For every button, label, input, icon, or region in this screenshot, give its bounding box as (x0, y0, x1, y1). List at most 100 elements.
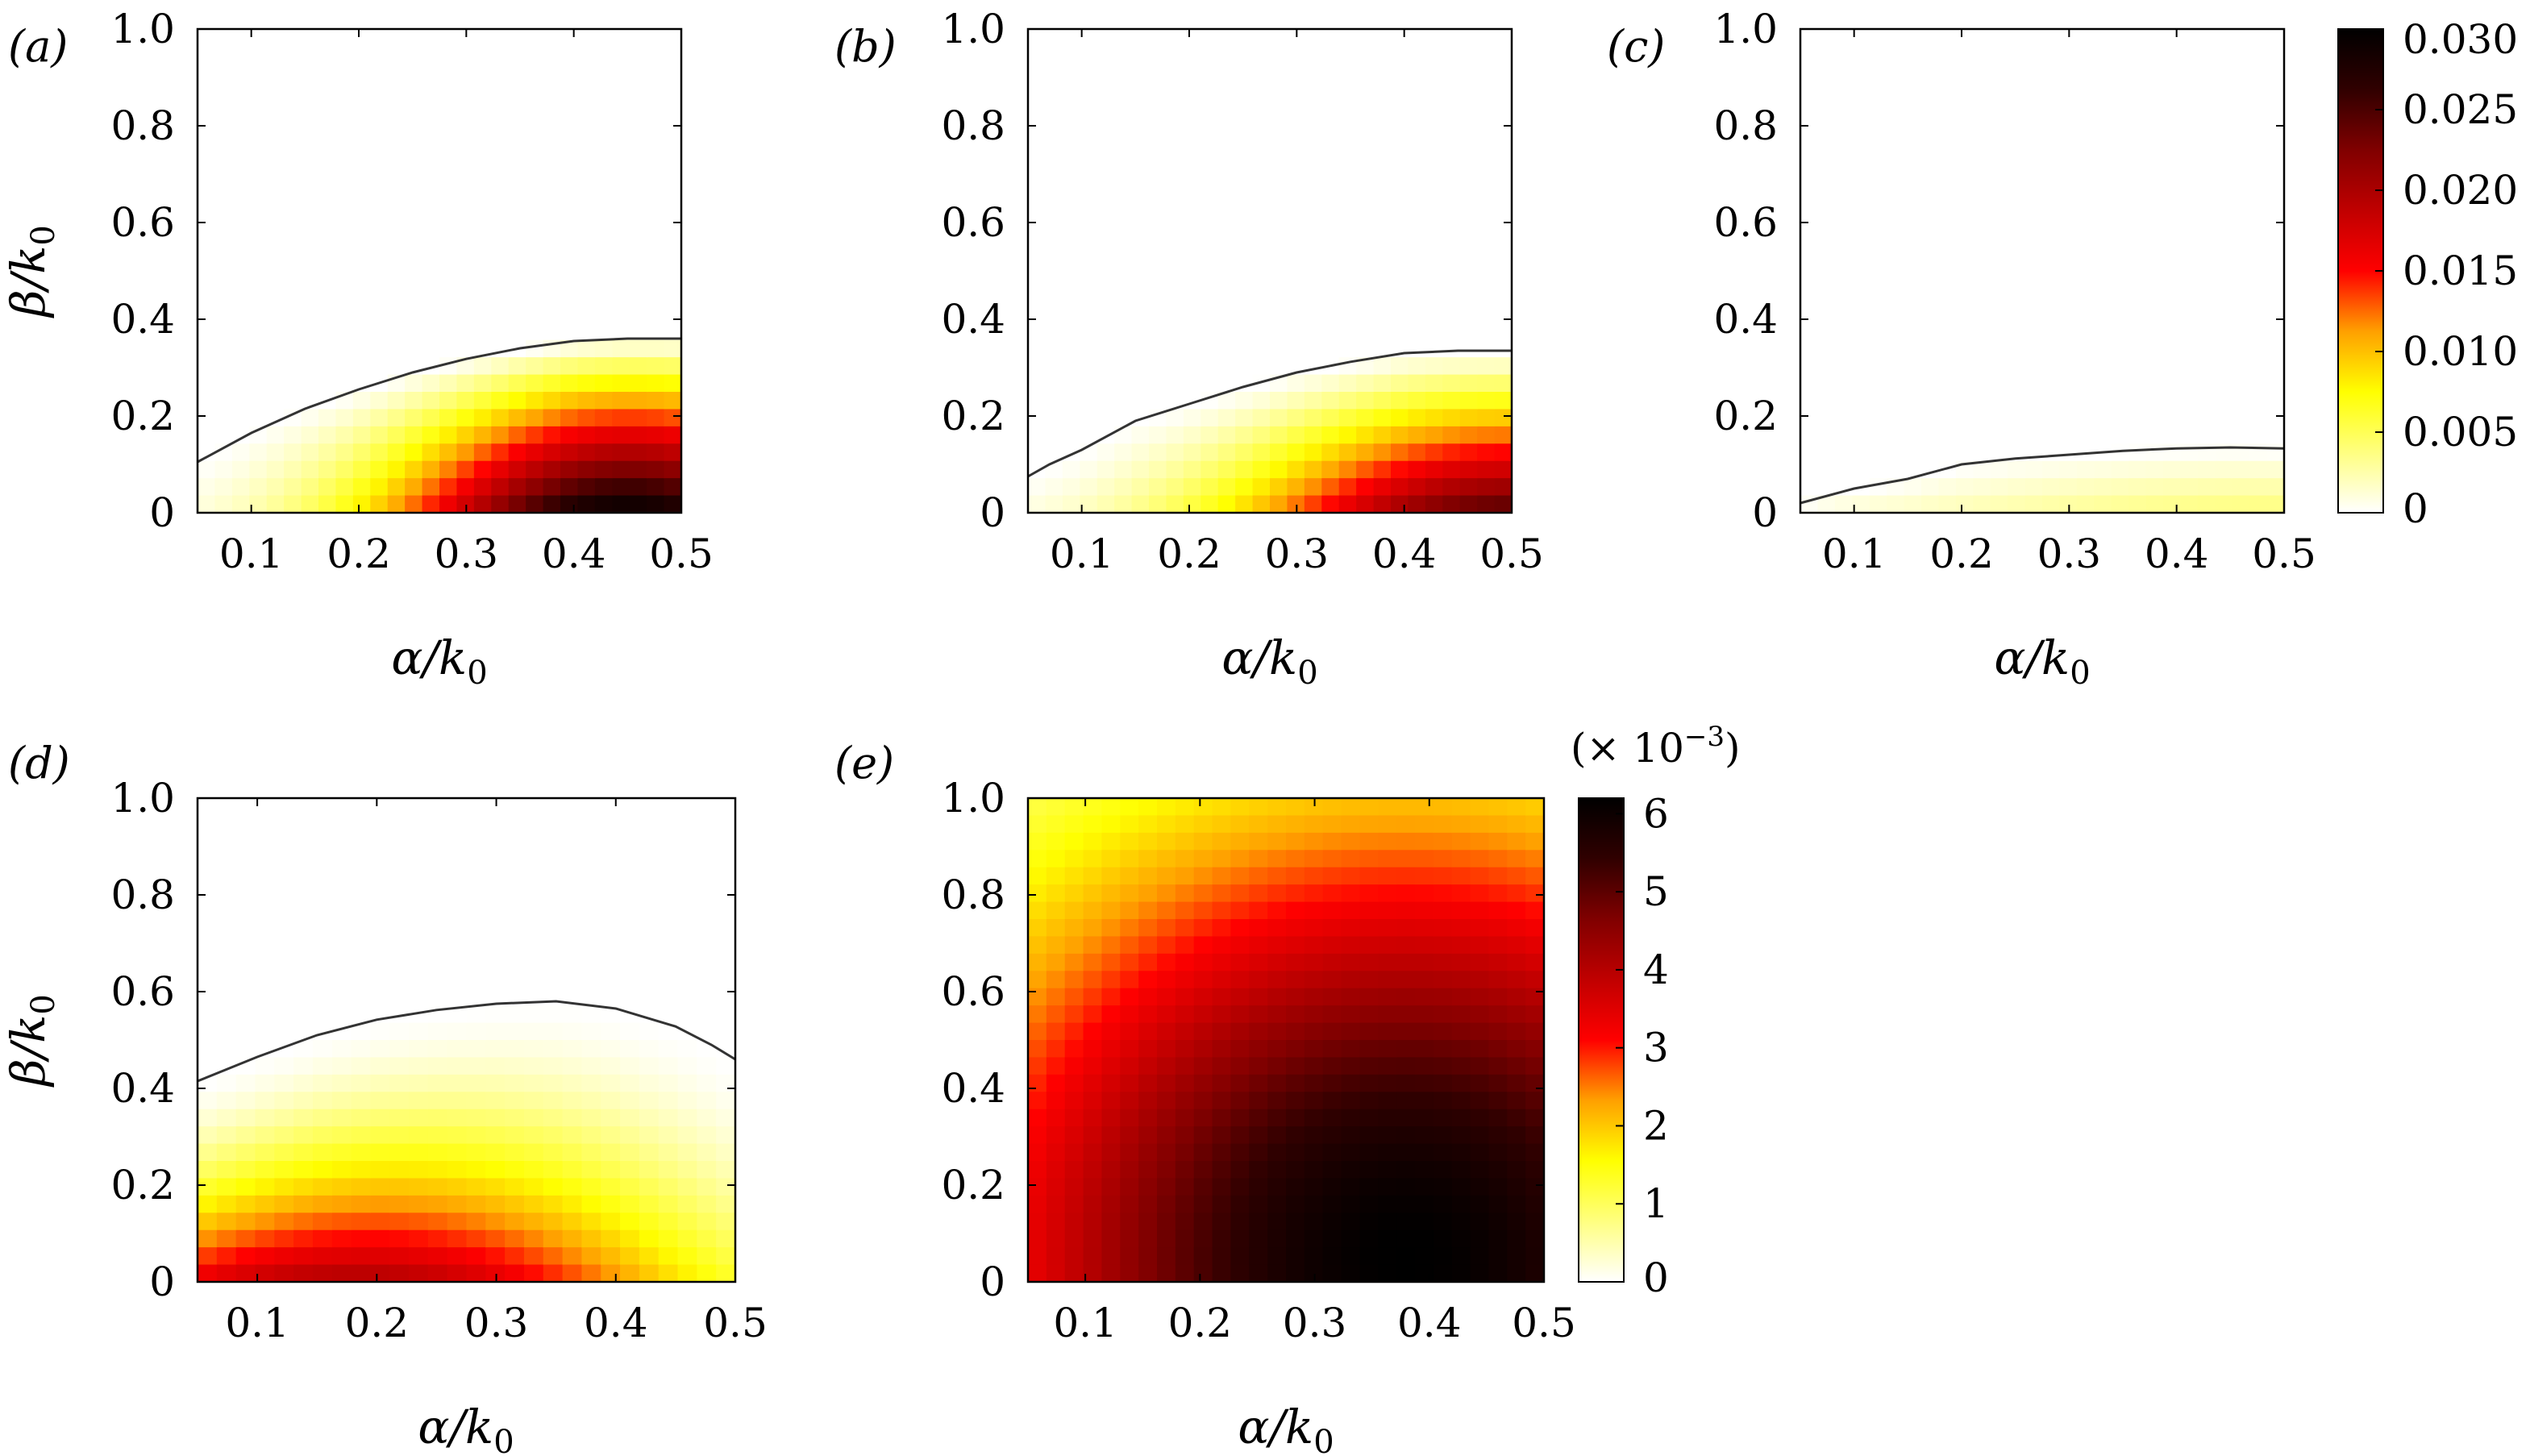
heatmap-cell (1267, 919, 1287, 938)
heatmap-cell (1834, 443, 1854, 462)
heatmap-cell (1175, 901, 1195, 920)
heatmap-cell (562, 953, 583, 972)
heatmap-cell (1955, 339, 1974, 358)
heatmap-cell (1442, 478, 1461, 497)
heatmap-cell (1322, 1126, 1342, 1145)
heatmap-cell (2111, 288, 2129, 306)
x-axis: 0.1 0.2 0.3 0.4 0.5 (225, 798, 768, 1346)
heatmap-cell (1921, 46, 1940, 64)
heatmap-cell (1973, 322, 1991, 341)
heatmap-cell (1217, 322, 1236, 341)
heatmap-cell (1114, 374, 1133, 393)
heatmap-cell (2145, 392, 2164, 410)
heatmap-cell (249, 288, 268, 306)
heatmap-cell (2128, 81, 2147, 99)
heatmap-cell (2249, 184, 2268, 203)
heatmap-cell (1470, 884, 1490, 903)
heatmap-cell (1921, 495, 1940, 514)
heatmap-cell (1249, 1264, 1268, 1283)
heatmap-cell (594, 81, 614, 99)
heatmap-cell (1286, 1126, 1305, 1145)
heatmap-cell (523, 884, 544, 903)
heatmap-cell (1028, 1092, 1047, 1110)
heatmap-cell (335, 150, 354, 168)
heatmap-cell (1488, 1022, 1508, 1041)
heatmap-cell (447, 1057, 468, 1075)
heatmap-cell (526, 253, 544, 272)
heatmap-cell (1212, 1195, 1232, 1214)
heatmap-cell (2008, 132, 2026, 151)
heatmap-cell (274, 1126, 294, 1145)
heatmap-cell (198, 339, 216, 358)
heatmap-cell (1470, 815, 1490, 834)
heatmap-cell (447, 1092, 468, 1110)
heatmap-cell (2042, 253, 2061, 272)
heatmap-cell (1800, 478, 1819, 497)
heatmap-cell (1459, 357, 1478, 376)
heatmap-cell (485, 1213, 506, 1231)
heatmap-cell (439, 409, 458, 427)
heatmap-cell (601, 832, 621, 851)
heatmap-cell (389, 1022, 410, 1041)
heatmap-cell (2215, 167, 2233, 185)
heatmap-cell (1852, 132, 1870, 151)
heatmap-cell (601, 919, 621, 938)
heatmap-cell (216, 1195, 237, 1214)
heatmap-cell (466, 1264, 487, 1283)
heatmap-cell (370, 1040, 391, 1059)
heatmap-cell (1046, 798, 1066, 817)
heatmap-cell (235, 867, 256, 885)
heatmap-cell (562, 884, 583, 903)
heatmap-cell (1373, 409, 1392, 427)
heatmap-cell (198, 832, 218, 851)
heatmap-cell (1175, 919, 1195, 938)
heatmap-cell (1470, 1213, 1490, 1231)
heatmap-cell (1083, 1161, 1103, 1179)
heatmap-cell (198, 115, 216, 134)
heatmap-cell (1114, 218, 1133, 237)
heatmap-cell (1359, 815, 1379, 834)
heatmap-cell (1028, 305, 1047, 324)
heatmap-cell (1270, 218, 1288, 237)
heatmap-cell (716, 884, 736, 903)
heatmap-cell (485, 901, 506, 920)
heatmap-cell (1459, 495, 1478, 514)
heatmap-cell (1064, 798, 1084, 817)
heatmap-cell (2076, 132, 2095, 151)
heatmap-cell (1131, 443, 1150, 462)
heatmap-cell (1425, 115, 1444, 134)
heatmap-cell (1415, 850, 1434, 868)
heatmap-cell (1507, 971, 1526, 989)
heatmap-cell (1252, 271, 1271, 289)
heatmap-cell (577, 426, 596, 445)
heatmap-cell (1235, 63, 1254, 82)
heatmap-cell (1869, 339, 1887, 358)
heatmap-cell (447, 884, 468, 903)
x-axis-label-text: α/k (418, 1400, 493, 1454)
heatmap-cell (1356, 443, 1375, 462)
heatmap-cell (1973, 357, 1991, 376)
heatmap-cell (1415, 901, 1434, 920)
heatmap-cell (1459, 288, 1478, 306)
heatmap-cell (1378, 1178, 1397, 1196)
heatmap-cell (351, 1109, 372, 1127)
heatmap-cell (664, 115, 682, 134)
heatmap-cell (2059, 357, 2078, 376)
heatmap-cell (1391, 460, 1409, 479)
heatmap-cell (1175, 884, 1195, 903)
colorbar-tick-label: 6 (1643, 790, 1669, 837)
heatmap-cell (1359, 1143, 1379, 1162)
heatmap-cell (284, 305, 302, 324)
heatmap-cell (562, 1195, 583, 1214)
heatmap-cell (216, 1229, 237, 1248)
heatmap-cell (1373, 29, 1392, 48)
heatmap-cell (249, 150, 268, 168)
heatmap-cell (1304, 81, 1323, 99)
heatmap-cell (1064, 1195, 1084, 1214)
heatmap-cell (1045, 357, 1063, 376)
heatmap-cell (1477, 98, 1496, 116)
heatmap-cell (427, 1264, 448, 1283)
heatmap-cell (387, 46, 406, 64)
heatmap-cell (1267, 1229, 1287, 1248)
heatmap-cell (1973, 495, 1991, 514)
